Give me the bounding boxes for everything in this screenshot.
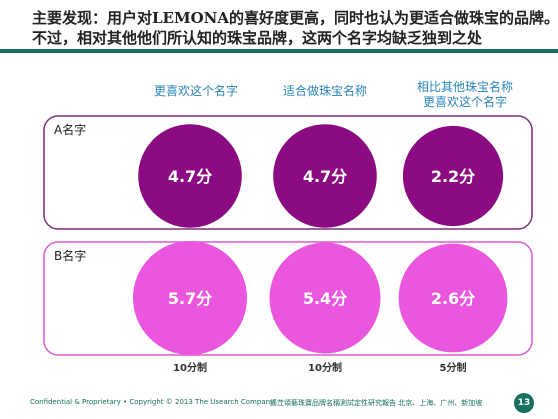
column-header-1-line-1: 更喜欢这个名字	[153, 84, 238, 98]
bubble-b-1	[133, 241, 247, 355]
group-frame-b	[43, 241, 533, 356]
bubble-b-2	[269, 242, 381, 354]
bubble-a-2	[273, 124, 377, 228]
group-label-a: A名字	[54, 122, 86, 137]
title-divider	[0, 49, 558, 53]
footer-report-title: 謹茳頌藝珠寶品牌名稱測試定性研究報告 北京、上海、广州、新加坡	[270, 399, 483, 407]
column-header-3-line-1: 相比其他珠宝名称	[416, 80, 513, 94]
scale-label-2: 10分制	[308, 361, 342, 374]
bubble-label-b-3: 2.6分	[431, 289, 475, 308]
bubble-label-a-2: 4.7分	[303, 167, 347, 186]
column-header-3-line-2: 更喜欢这个名字	[422, 95, 507, 109]
group-label-b: B名字	[54, 248, 86, 263]
bubble-label-b-2: 5.4分	[303, 289, 347, 308]
bubble-label-a-1: 4.7分	[168, 167, 212, 186]
group-frame-a	[43, 115, 533, 230]
column-header-2-line-1: 适合做珠宝名称	[282, 84, 367, 98]
slide-title: 主要发现：用户对LEMONA的喜好度更高，同时也认为更适合做珠宝的品牌。 不过，…	[32, 8, 558, 48]
title-line-2: 不过，相对其他他们所认知的珠宝品牌，这两个名字均缺乏独到之处	[32, 29, 483, 47]
column-header-2: 适合做珠宝名称	[255, 84, 395, 99]
bubble-b-3	[398, 243, 508, 353]
column-header-3: 相比其他珠宝名称 更喜欢这个名字	[395, 80, 535, 110]
title-line-1: 主要发现：用户对LEMONA的喜好度更高，同时也认为更适合做珠宝的品牌。	[32, 9, 558, 27]
bubble-label-a-3: 2.2分	[431, 167, 475, 186]
bubble-label-b-1: 5.7分	[168, 289, 212, 308]
column-header-1: 更喜欢这个名字	[126, 84, 266, 99]
bubble-a-1	[138, 124, 242, 228]
scale-label-3: 5分制	[440, 361, 467, 374]
page-number: 13	[514, 393, 534, 413]
scale-label-1: 10分制	[173, 361, 207, 374]
bubble-a-3	[402, 125, 504, 227]
footer-copyright: Confidential & Proprietary • Copyright ©…	[30, 398, 275, 406]
